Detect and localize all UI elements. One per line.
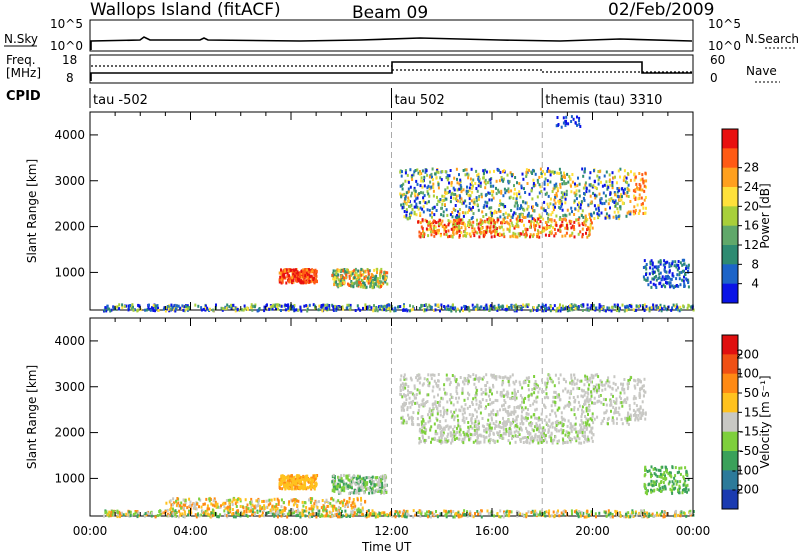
x-tick-label: 16:00 [475,524,510,538]
cpid-label: CPID [6,89,41,104]
y-tick-label: 3000 [54,380,85,394]
colorbar-tick-label: 50 [744,386,759,400]
colorbar-tick-label: 28 [744,161,759,175]
colorbar-tick-label: -50 [739,444,759,458]
y-tick-label: 1000 [54,471,85,485]
velocity-echoes [103,373,695,519]
colorbar-segment [722,354,738,375]
nsky-trace [90,36,693,50]
nsearch-label: N.Search [745,32,799,46]
freq-label-line1: Freq. [6,53,36,67]
nave-trace [91,65,692,73]
nave-label: Nave [746,64,777,78]
colorbar-segment [722,412,738,433]
freq-trace [90,61,692,81]
colorbar-segment [722,225,738,246]
nave-tick-top: 60 [710,53,725,67]
colorbar-tick-label: 4 [751,277,759,291]
beam-label: Beam 09 [352,3,428,23]
colorbar-tick-label: 12 [744,238,759,252]
noise-tick-left-top: 10^5 [50,17,83,31]
cpid-segments: tau -502 tau 502 themis (tau) 3310 [89,88,662,108]
x-tick-label: 00:00 [676,524,711,538]
colorbar-tick-label: 8 [751,257,759,271]
cpid-segment-label: tau -502 [93,93,148,108]
x-tick-label: 12:00 [374,524,409,538]
x-axis-title: Time UT [361,540,412,554]
colorbar-segment [722,470,738,491]
power-panel: 1000 2000 3000 4000 Slant Range [km] 4 8 12 16 20… [25,111,772,313]
cpid-segment-label: themis (tau) 3310 [545,93,662,108]
y-tick-label: 2000 [54,220,85,234]
colorbar-segment [722,373,738,394]
colorbar-segment [722,245,738,265]
colorbar-segment [722,335,738,355]
noise-tick-right-top: 10^5 [708,17,741,31]
noise-tick-right-bottom: 10^0 [708,39,741,53]
colorbar-label: Velocity [m s⁻¹] [758,375,772,468]
station-title: Wallops Island (fitACF) [90,0,281,20]
colorbar-tick-label: 200 [736,347,759,361]
colorbar-tick-label: -100 [732,463,759,477]
colorbar-segment [722,187,738,207]
nave-tick-bottom: 0 [710,71,718,85]
colorbar-tick-label: 24 [744,180,759,194]
x-tick-label: 08:00 [274,524,309,538]
cpid-segment-label: tau 502 [395,93,445,108]
power-frame [89,111,694,311]
velocity-panel: 1000 2000 3000 4000 Slant Range [km] 200 100 50… [25,317,772,538]
colorbar-segment [722,451,738,471]
colorbar-segment [722,264,738,285]
colorbar-tick-label: -200 [732,483,759,497]
freq-tick-bottom: 8 [66,71,74,85]
colorbar-tick-label: 20 [744,199,759,213]
colorbar-frame [721,334,739,510]
y-tick-label: 4000 [54,128,85,142]
y-tick-label: 2000 [54,426,85,440]
y-axis-label: Slant Range [km] [25,365,39,469]
y-tick-label: 1000 [54,265,85,279]
colorbar-tick-label: -15 [739,425,759,439]
colorbar-segment [722,393,738,413]
noise-tick-left-bottom: 10^0 [50,39,83,53]
colorbar-segment [722,129,738,149]
velocity-frame [89,317,694,517]
nsky-label: N.Sky [4,32,38,46]
colorbar-tick-label: 100 [736,367,759,381]
x-tick-label: 00:00 [73,524,108,538]
colorbar-label: Power [dB] [758,183,772,248]
freq-panel-frame [89,54,694,84]
freq-tick-top: 18 [62,53,77,67]
colorbar-segment [722,206,738,227]
colorbar-tick-label: 15 [744,405,759,419]
y-tick-label: 4000 [54,334,85,348]
noise-panel-frame [89,19,694,52]
x-tick-label: 20:00 [575,524,610,538]
colorbar-tick-label: 16 [744,219,759,233]
y-tick-label: 3000 [54,174,85,188]
colorbar-segment [722,489,738,510]
y-axis-label: Slant Range [km] [25,159,39,263]
freq-label-line2: [MHz] [6,66,41,80]
colorbar-frame [721,128,739,304]
colorbar-segment [722,431,738,452]
colorbar-segment [722,283,738,304]
colorbar-segment [722,148,738,169]
x-tick-label: 04:00 [173,524,208,538]
date-label: 02/Feb/2009 [608,0,714,20]
colorbar-segment [722,167,738,188]
